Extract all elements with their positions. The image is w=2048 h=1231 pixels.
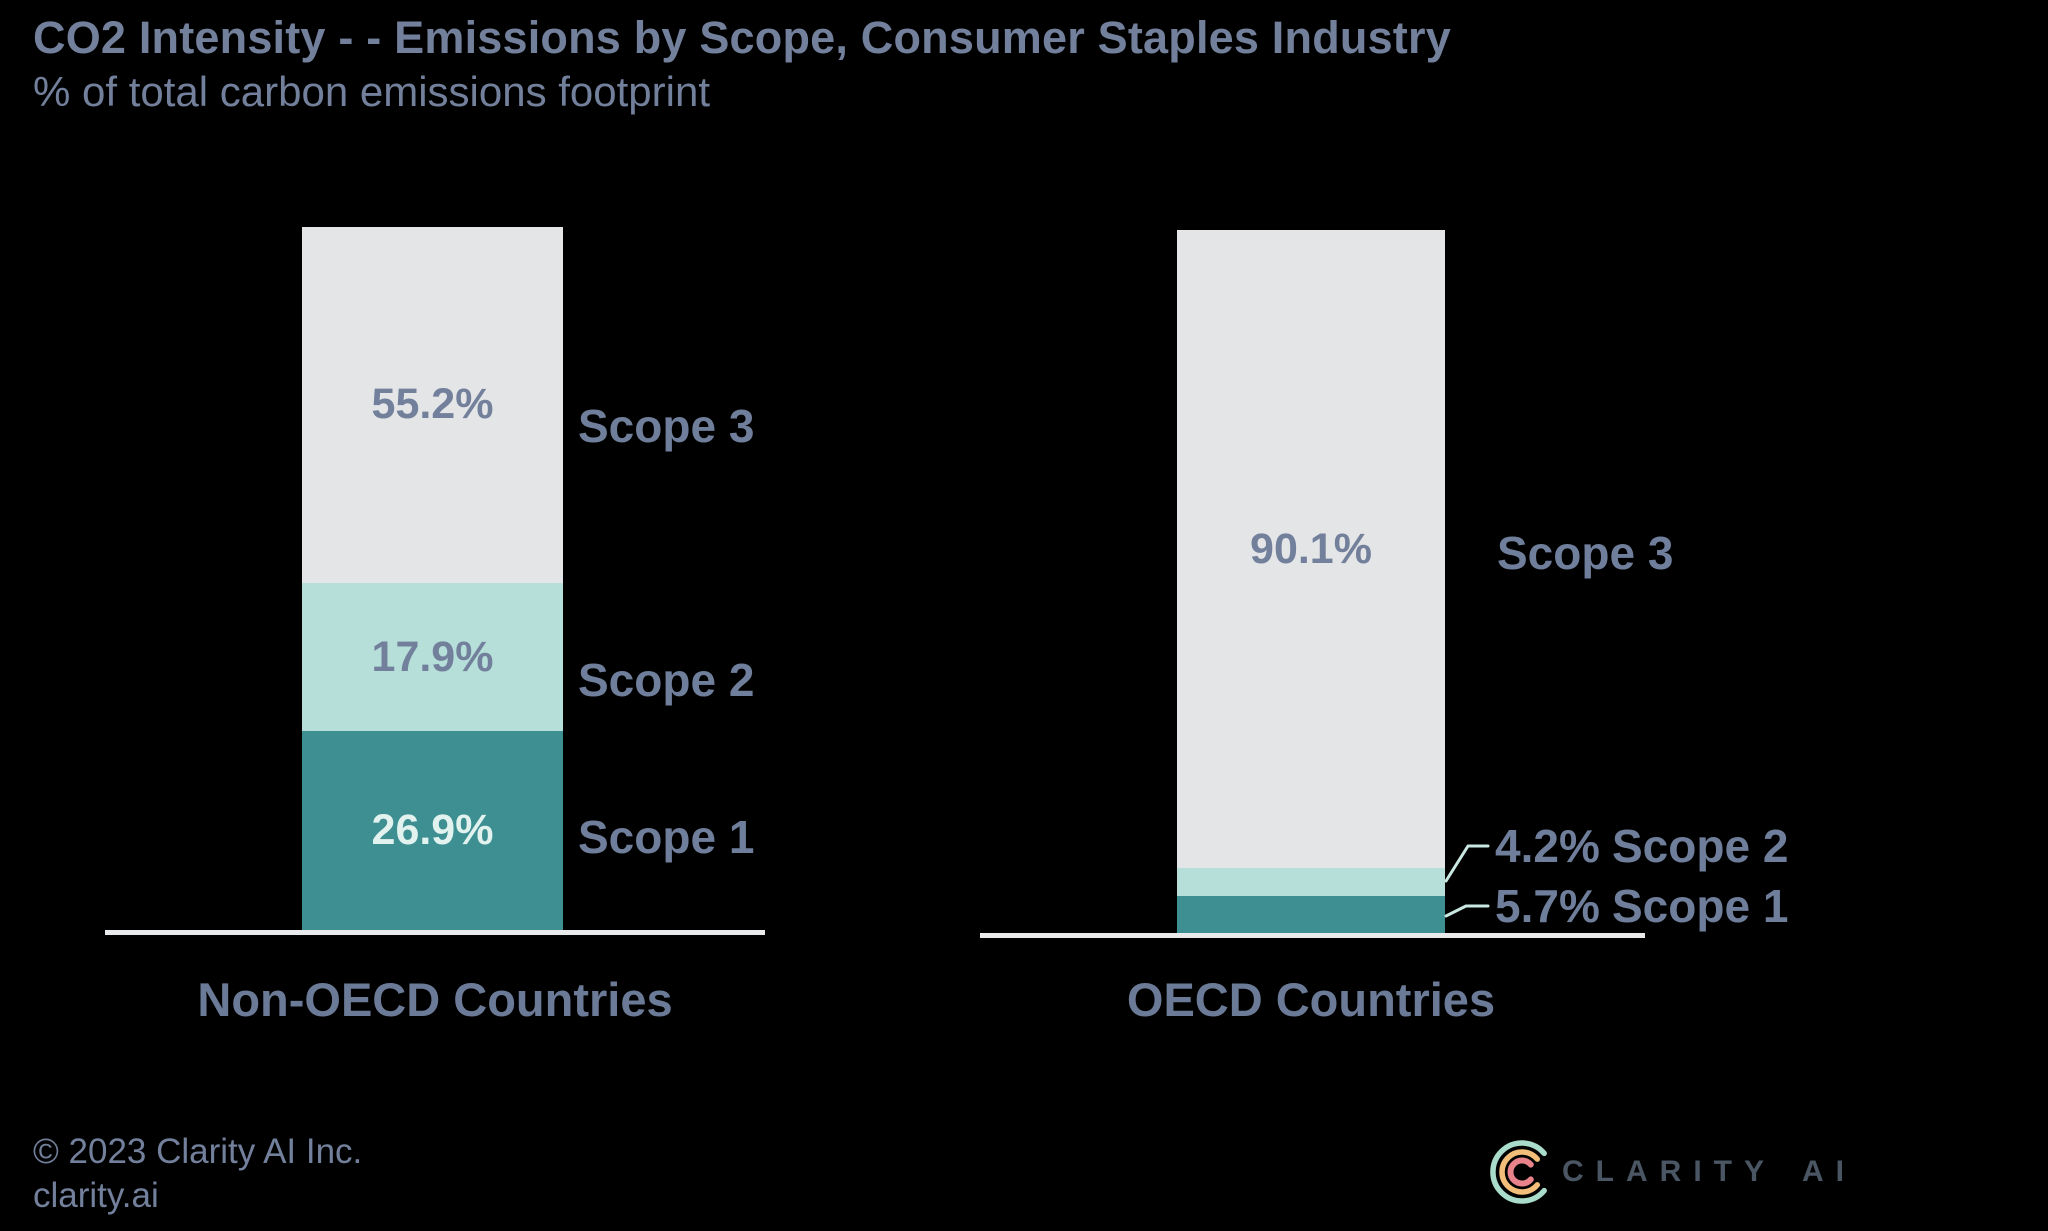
logo-arc-middle bbox=[1499, 1149, 1541, 1195]
value-label-oecd-scope2: 4.2% bbox=[1495, 820, 1600, 872]
wordmark-ai: AI bbox=[1802, 1155, 1856, 1188]
copyright-text: © 2023 Clarity AI Inc. bbox=[33, 1132, 363, 1171]
value-label-oecd-scope3: 90.1% bbox=[1250, 524, 1372, 573]
clarity-ai-wordmark: CLARITY AI bbox=[1562, 1150, 1856, 1194]
chart-title: CO2 Intensity - - Emissions by Scope, Co… bbox=[33, 12, 1451, 63]
legend-non-oecd-scope1: Scope 1 bbox=[578, 811, 755, 863]
value-label-oecd-scope1: 5.7% bbox=[1495, 880, 1600, 932]
leader-line-scope1 bbox=[1444, 904, 1490, 918]
category-label-non-oecd: Non-OECD Countries bbox=[197, 973, 673, 1026]
segment-oecd-scope3: 90.1% bbox=[1177, 230, 1445, 869]
logo-arc-inner bbox=[1507, 1157, 1534, 1187]
value-label-non-oecd-scope2: 17.9% bbox=[371, 632, 494, 681]
category-label-oecd: OECD Countries bbox=[1126, 973, 1496, 1026]
logo-arc-outer bbox=[1490, 1140, 1547, 1204]
bar-oecd: 90.1% bbox=[1177, 230, 1445, 933]
x-axis-non-oecd bbox=[105, 930, 765, 935]
legend-non-oecd-scope2: Scope 2 bbox=[578, 654, 755, 706]
segment-oecd-scope1 bbox=[1177, 895, 1445, 933]
bar-non-oecd: 55.2% 17.9% 26.9% bbox=[302, 227, 563, 930]
segment-non-oecd-scope3: 55.2% bbox=[302, 227, 563, 583]
leader-line-scope2 bbox=[1444, 844, 1490, 883]
segment-non-oecd-scope1: 26.9% bbox=[302, 731, 563, 930]
value-label-non-oecd-scope3: 55.2% bbox=[371, 380, 494, 429]
value-label-non-oecd-scope1: 26.9% bbox=[371, 806, 494, 855]
callout-leader-lines bbox=[1444, 844, 1490, 918]
legend-non-oecd-scope3: Scope 3 bbox=[578, 400, 755, 452]
wordmark-clarity: CLARITY bbox=[1562, 1155, 1776, 1188]
legend-oecd-scope3: Scope 3 bbox=[1497, 527, 1674, 579]
website-text: clarity.ai bbox=[33, 1176, 159, 1215]
segment-oecd-scope2 bbox=[1177, 868, 1445, 896]
chart-subtitle: % of total carbon emissions footprint bbox=[33, 68, 711, 115]
segment-non-oecd-scope2: 17.9% bbox=[302, 582, 563, 732]
clarity-ai-logo-icon bbox=[1490, 1140, 1547, 1204]
legend-oecd-scope1: Scope 1 bbox=[1612, 880, 1789, 932]
x-axis-oecd bbox=[980, 933, 1645, 938]
legend-oecd-scope2: Scope 2 bbox=[1612, 820, 1789, 872]
